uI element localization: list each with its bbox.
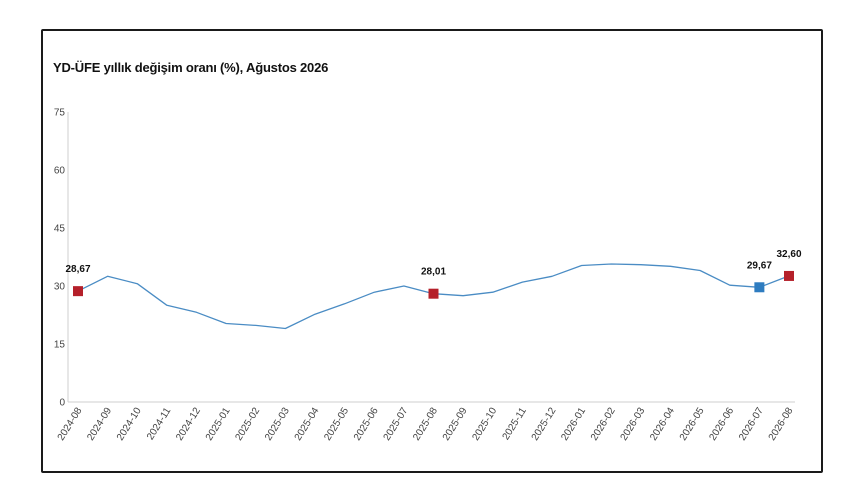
x-tick-label: 2025-12 [530, 405, 559, 442]
x-tick-label: 2025-05 [322, 405, 351, 442]
data-marker [784, 270, 794, 281]
x-tick-label: 2025-11 [501, 405, 530, 442]
chart-frame [41, 29, 823, 473]
markers-group: 28,67 28,01 29,67 32,60 [65, 249, 802, 299]
data-label: 28,01 [421, 267, 446, 278]
x-tick-label: 2025-08 [411, 405, 440, 442]
chart-title: YD-ÜFE yıllık değişim oranı (%), Ağustos… [53, 60, 329, 75]
x-tick-label: 2024-10 [115, 405, 144, 442]
x-tick-label: 2025-04 [293, 405, 322, 442]
x-tick-label: 2026-05 [678, 405, 707, 442]
y-tick-label: 45 [54, 224, 66, 235]
x-tick-label: 2025-10 [471, 405, 500, 442]
x-tick-label: 2025-09 [441, 405, 470, 442]
data-marker [73, 286, 83, 297]
x-tick-label: 2025-02 [234, 405, 263, 442]
x-tick-label: 2026-01 [559, 405, 588, 442]
y-tick-label: 30 [54, 282, 66, 293]
x-tick-label: 2026-08 [767, 405, 796, 442]
x-tick-label: 2026-06 [708, 405, 737, 442]
data-label: 32,60 [776, 249, 801, 260]
x-tick-label: 2024-08 [56, 405, 85, 442]
y-tick-label: 0 [59, 398, 65, 409]
data-marker [428, 288, 439, 299]
x-tick-label: 2026-04 [648, 405, 677, 442]
data-marker [754, 282, 765, 293]
data-label: 29,67 [747, 260, 772, 271]
x-tick-label: 2026-07 [737, 405, 766, 442]
y-tick-label: 75 [54, 108, 66, 119]
data-label: 28,67 [65, 264, 90, 275]
x-tick-label: 2024-09 [85, 405, 114, 442]
y-tick-label: 60 [54, 166, 66, 177]
x-tick-label: 2026-02 [589, 405, 618, 442]
x-tick-label: 2024-12 [174, 405, 203, 442]
x-tick-label: 2025-03 [263, 405, 292, 442]
y-tick-label: 15 [54, 340, 66, 351]
x-tick-label: 2026-03 [619, 405, 648, 442]
x-tick-label: 2025-06 [352, 405, 381, 442]
y-axis-ticks: 0 15 30 45 60 75 [54, 108, 66, 409]
x-axis-ticks: 2024-08 2024-09 2024-10 2024-11 2024-12 2025-… [56, 405, 796, 442]
x-tick-label: 2024-11 [145, 405, 174, 442]
axes [67, 112, 795, 403]
x-tick-label: 2025-01 [204, 405, 233, 442]
x-tick-label: 2025-07 [382, 405, 411, 442]
